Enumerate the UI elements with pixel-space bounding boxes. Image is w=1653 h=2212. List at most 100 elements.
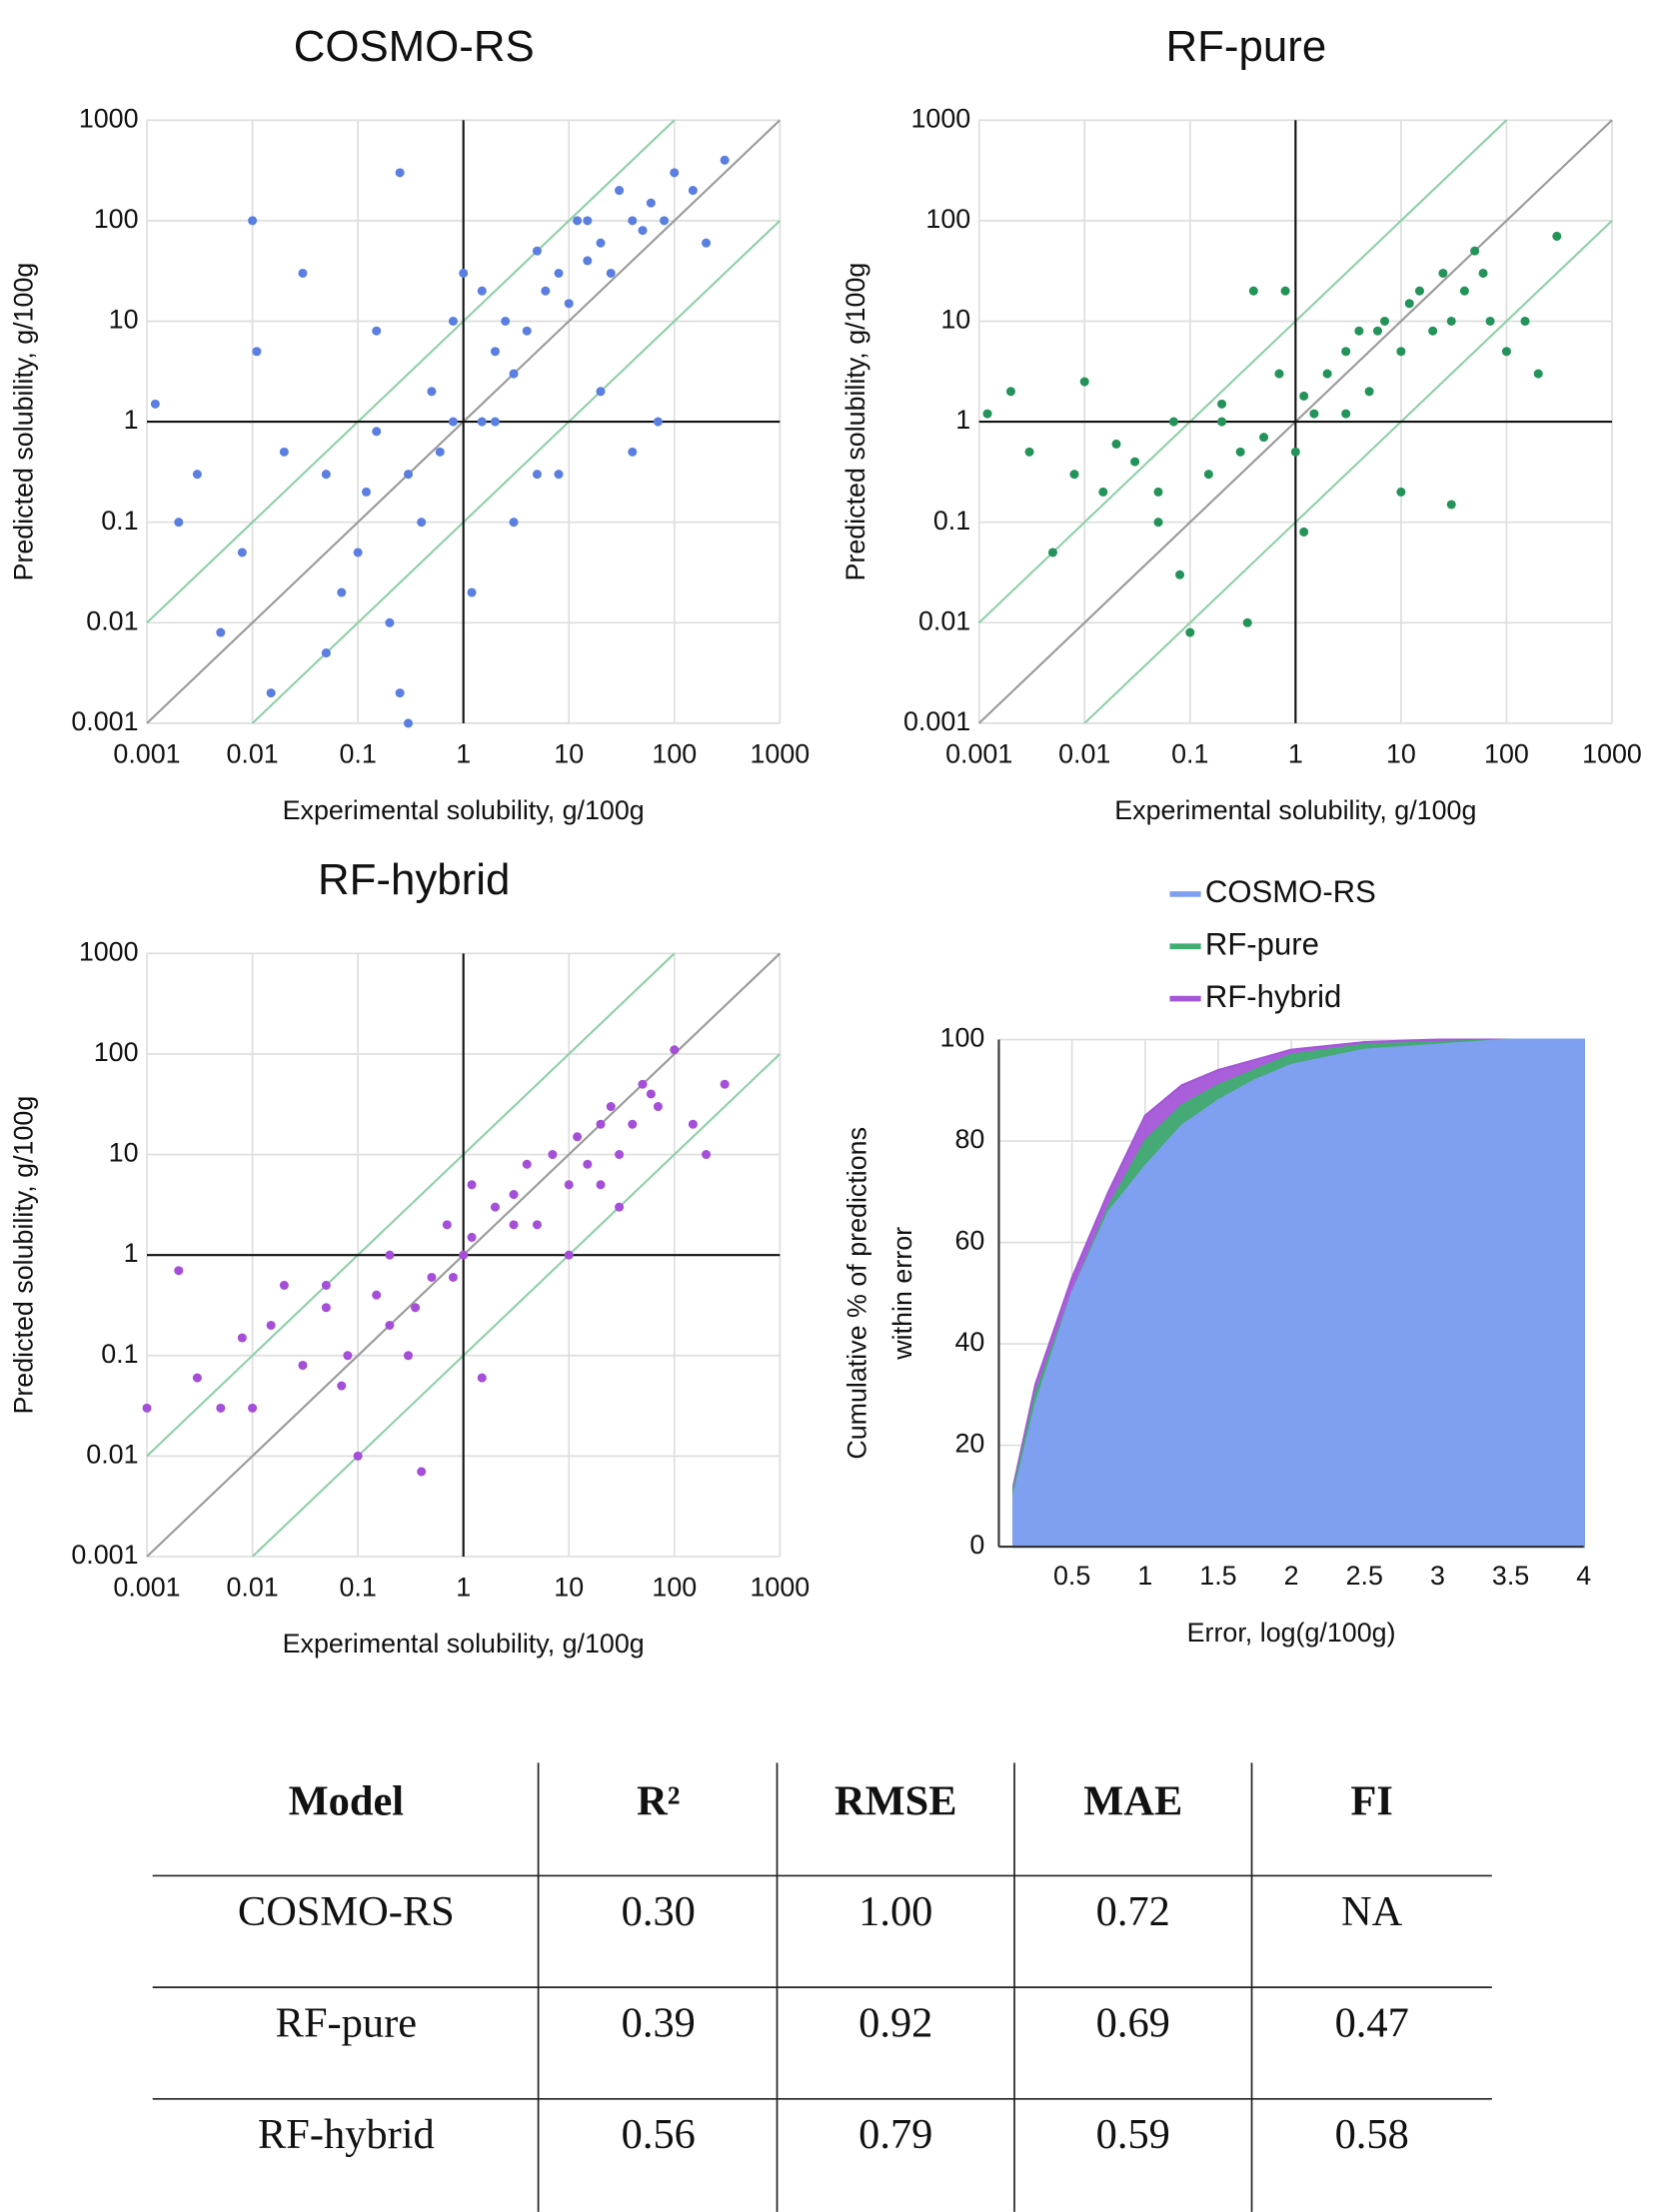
y-tick-label: 0.001 bbox=[71, 706, 138, 736]
point bbox=[490, 1202, 500, 1212]
x-tick-label: 0.001 bbox=[113, 1573, 180, 1603]
x-tick-label: 0.001 bbox=[113, 739, 180, 769]
point bbox=[670, 168, 680, 178]
point bbox=[653, 417, 663, 427]
guide-line bbox=[251, 1053, 782, 1558]
table-header: FI bbox=[1350, 1778, 1392, 1825]
point bbox=[1235, 447, 1245, 457]
guide-line bbox=[1083, 220, 1613, 724]
point bbox=[628, 1119, 638, 1129]
point bbox=[337, 1381, 347, 1391]
point bbox=[459, 1250, 469, 1260]
point bbox=[266, 1320, 276, 1330]
point bbox=[298, 268, 308, 278]
point bbox=[1404, 299, 1414, 309]
point bbox=[1098, 487, 1108, 497]
y-tick-label: 100 bbox=[94, 1037, 139, 1067]
point bbox=[411, 1303, 421, 1313]
point bbox=[522, 326, 532, 336]
point bbox=[321, 1280, 331, 1290]
point bbox=[596, 238, 606, 248]
y-tick-label: 80 bbox=[954, 1124, 984, 1154]
table-cell: 0.58 bbox=[1335, 2111, 1409, 2158]
x-tick-label: 100 bbox=[652, 1573, 697, 1603]
point bbox=[628, 216, 638, 226]
y-tick-label: 1000 bbox=[79, 103, 139, 133]
y-tick-label: 0.001 bbox=[71, 1540, 138, 1570]
x-tick-label: 0.1 bbox=[339, 739, 376, 769]
point bbox=[1552, 231, 1562, 241]
point bbox=[670, 1045, 680, 1055]
y-tick-label: 10 bbox=[109, 1138, 139, 1168]
point bbox=[1069, 470, 1079, 480]
legend-label: COSMO-RS bbox=[1205, 874, 1376, 909]
x-tick-label: 0.01 bbox=[226, 1573, 278, 1603]
point bbox=[361, 487, 372, 497]
point bbox=[501, 316, 511, 326]
point bbox=[192, 1373, 202, 1383]
point bbox=[1380, 316, 1390, 326]
point bbox=[1341, 347, 1351, 357]
y-tick-label: 0.01 bbox=[918, 605, 970, 635]
point bbox=[1414, 286, 1425, 296]
x-tick-label: 1 bbox=[1137, 1561, 1152, 1591]
point bbox=[459, 268, 469, 278]
point bbox=[337, 587, 347, 597]
guide-line bbox=[146, 952, 676, 1458]
point bbox=[395, 688, 405, 698]
table-cell: 0.92 bbox=[858, 1999, 932, 2046]
y-tick-label: 100 bbox=[94, 204, 139, 234]
point bbox=[1175, 569, 1185, 579]
point bbox=[1428, 326, 1438, 336]
point bbox=[477, 1373, 487, 1383]
point bbox=[1248, 286, 1258, 296]
point bbox=[1168, 417, 1178, 427]
point bbox=[1024, 447, 1034, 457]
point bbox=[216, 1403, 226, 1413]
point bbox=[1485, 316, 1495, 326]
point bbox=[372, 1290, 382, 1300]
point bbox=[1354, 326, 1364, 336]
point bbox=[646, 1089, 656, 1099]
point bbox=[1501, 347, 1511, 357]
x-tick-label: 1000 bbox=[750, 739, 810, 769]
point bbox=[564, 299, 574, 309]
point bbox=[1322, 369, 1332, 379]
point bbox=[532, 246, 542, 256]
guide-line bbox=[146, 119, 676, 624]
point bbox=[606, 268, 616, 278]
point bbox=[1520, 316, 1530, 326]
point bbox=[1203, 470, 1213, 480]
area bbox=[1012, 1038, 1585, 1549]
point bbox=[522, 1159, 532, 1169]
point bbox=[150, 399, 160, 409]
x-tick-label: 4 bbox=[1576, 1561, 1591, 1591]
point bbox=[448, 417, 458, 427]
table-cell: 0.79 bbox=[858, 2111, 932, 2158]
point bbox=[216, 627, 226, 637]
y-tick-label: 0.1 bbox=[933, 506, 970, 536]
table-header: RMSE bbox=[834, 1778, 957, 1825]
point bbox=[509, 518, 519, 528]
x-tick-label: 0.1 bbox=[1171, 739, 1208, 769]
point bbox=[564, 1180, 574, 1190]
x-tick-label: 100 bbox=[1484, 739, 1529, 769]
point bbox=[1130, 457, 1140, 467]
y-tick-label: 0.01 bbox=[86, 1439, 138, 1469]
point bbox=[653, 1102, 663, 1112]
x-tick-label: 0.001 bbox=[945, 739, 1012, 769]
table-cell: 0.47 bbox=[1335, 1999, 1409, 2046]
x-tick-label: 10 bbox=[554, 1573, 584, 1603]
point bbox=[509, 1220, 519, 1230]
x-tick-label: 10 bbox=[1386, 739, 1416, 769]
point bbox=[606, 1102, 616, 1112]
point bbox=[372, 326, 382, 336]
point bbox=[403, 718, 414, 728]
x-tick-label: 0.01 bbox=[226, 739, 278, 769]
point bbox=[477, 286, 487, 296]
point bbox=[1478, 268, 1488, 278]
point bbox=[248, 216, 258, 226]
legend-label: RF-pure bbox=[1205, 926, 1319, 961]
point bbox=[467, 1232, 477, 1242]
point bbox=[385, 617, 395, 627]
